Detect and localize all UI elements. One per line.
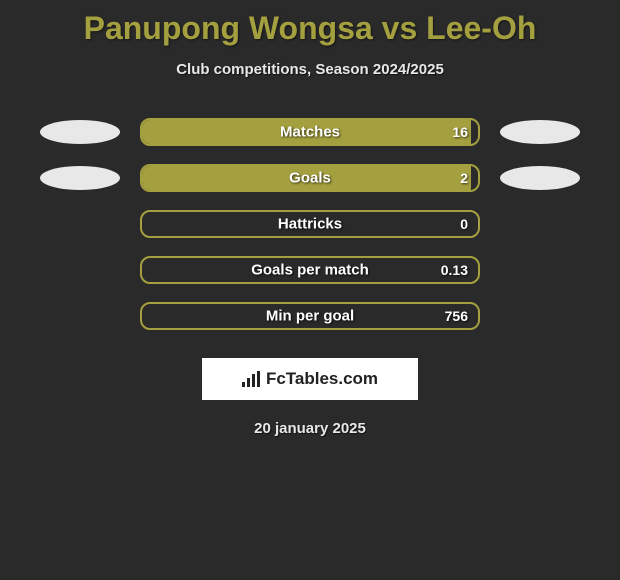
subtitle: Club competitions, Season 2024/2025 bbox=[0, 61, 620, 78]
bar-value: 2 bbox=[460, 170, 468, 186]
right-ellipse bbox=[500, 166, 580, 190]
stat-bar: Hattricks 0 bbox=[140, 210, 480, 238]
stat-rows: Matches 16 Goals 2 Hattricks 0 Goals per match… bbox=[0, 118, 620, 330]
stat-row: Goals 2 bbox=[0, 164, 620, 192]
bar-chart-icon bbox=[242, 371, 260, 387]
stat-bar: Goals 2 bbox=[140, 164, 480, 192]
stat-row: Min per goal 756 bbox=[0, 302, 620, 330]
stat-row: Matches 16 bbox=[0, 118, 620, 146]
date-label: 20 january 2025 bbox=[0, 420, 620, 437]
stat-row: Goals per match 0.13 bbox=[0, 256, 620, 284]
infographic-container: Panupong Wongsa vs Lee-Oh Club competiti… bbox=[0, 0, 620, 580]
stat-bar: Matches 16 bbox=[140, 118, 480, 146]
left-ellipse bbox=[40, 166, 120, 190]
page-title: Panupong Wongsa vs Lee-Oh bbox=[0, 0, 620, 47]
stat-bar: Min per goal 756 bbox=[140, 302, 480, 330]
bar-label: Hattricks bbox=[278, 216, 342, 233]
bar-label: Min per goal bbox=[266, 308, 354, 325]
bar-value: 756 bbox=[445, 308, 468, 324]
right-ellipse bbox=[500, 120, 580, 144]
bar-value: 0.13 bbox=[441, 262, 468, 278]
brand-box: FcTables.com bbox=[202, 358, 418, 400]
bar-value: 16 bbox=[452, 124, 468, 140]
bar-label: Goals per match bbox=[251, 262, 369, 279]
bar-value: 0 bbox=[460, 216, 468, 232]
stat-row: Hattricks 0 bbox=[0, 210, 620, 238]
bar-label: Matches bbox=[280, 124, 340, 141]
bar-label: Goals bbox=[289, 170, 331, 187]
left-ellipse bbox=[40, 120, 120, 144]
brand-text: FcTables.com bbox=[266, 369, 378, 389]
stat-bar: Goals per match 0.13 bbox=[140, 256, 480, 284]
